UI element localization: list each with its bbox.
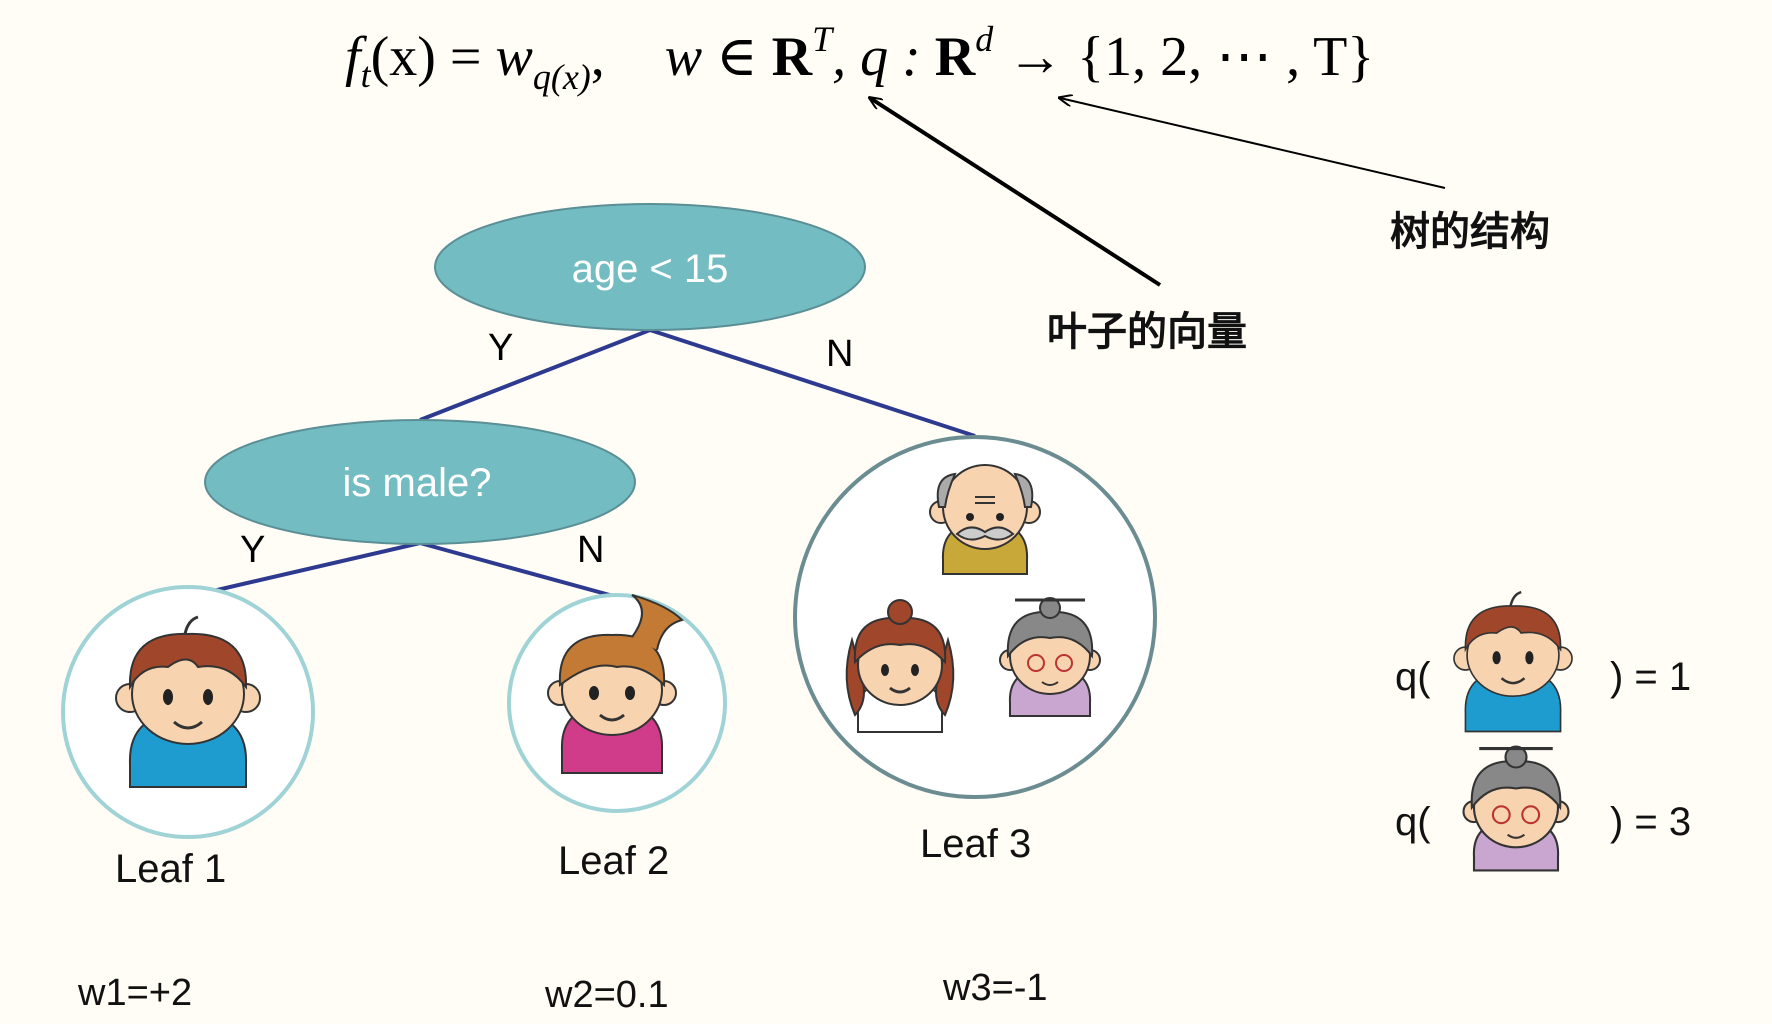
formula-w: w: [495, 26, 532, 88]
edge-child-no: [419, 541, 618, 599]
edge-child-yes: [186, 541, 421, 599]
formula-r2: R: [935, 26, 976, 88]
woman-avatar: [845, 599, 955, 733]
formula: ft(x) = wq(x), w ∈ RT, q : Rd → {1, 2, ⋯ …: [345, 19, 1374, 97]
edge-label-root-no: N: [826, 333, 853, 375]
girl-avatar: [547, 594, 684, 774]
root-node: [434, 203, 866, 331]
example-2-grandma-avatar: [1462, 745, 1570, 872]
formula-comma: ,: [591, 26, 605, 88]
formula-q-map: , q :: [832, 26, 935, 88]
example-2-suffix: ) = 3: [1610, 800, 1691, 844]
leaf-3-weight: w3=-1: [942, 967, 1048, 1009]
leaf-1-label: Leaf 1: [115, 847, 226, 891]
leaf-vector-arrow: [870, 98, 1162, 287]
formula-lhs-arg: (x) =: [371, 26, 496, 88]
example-1-prefix: q(: [1395, 655, 1431, 699]
formula-q-sub: q(x): [533, 57, 591, 97]
leaf-vector-label: 叶子的向量: [1047, 309, 1247, 355]
example-1-boy-avatar: [1453, 590, 1573, 733]
leaf-2-weight: w2=0.1: [544, 974, 669, 1016]
formula-t-sub: t: [361, 55, 372, 95]
example-1-suffix: ) = 1: [1610, 655, 1691, 699]
edge-root-yes: [419, 328, 651, 422]
root-node-label: age < 15: [572, 247, 729, 291]
grandma-avatar: [999, 597, 1101, 717]
formula-r1: R: [772, 26, 813, 88]
child-node-label: is male?: [343, 461, 492, 505]
formula-d-sup: d: [975, 19, 994, 59]
boy-avatar: [115, 615, 261, 788]
formula-codomain: → {1, 2, ⋯ , T}: [993, 26, 1374, 88]
leaf-3-label: Leaf 3: [920, 822, 1031, 866]
tree-structure-label: 树的结构: [1390, 209, 1550, 255]
tree-edges: [186, 328, 976, 599]
formula-t-sup: T: [812, 19, 835, 59]
edge-label-child-no: N: [577, 529, 604, 571]
edge-label-child-yes: Y: [240, 529, 265, 571]
leaf-1-weight: w1=+2: [77, 972, 192, 1014]
edge-root-no: [649, 328, 976, 438]
tree-structure-arrow: [1060, 98, 1446, 189]
leaf-2-label: Leaf 2: [558, 839, 669, 883]
edge-label-root-yes: Y: [488, 327, 513, 369]
child-node: [204, 419, 636, 545]
example-2-prefix: q(: [1395, 800, 1431, 844]
grandpa-avatar: [929, 464, 1041, 575]
formula-domain-w: w ∈: [665, 26, 772, 88]
